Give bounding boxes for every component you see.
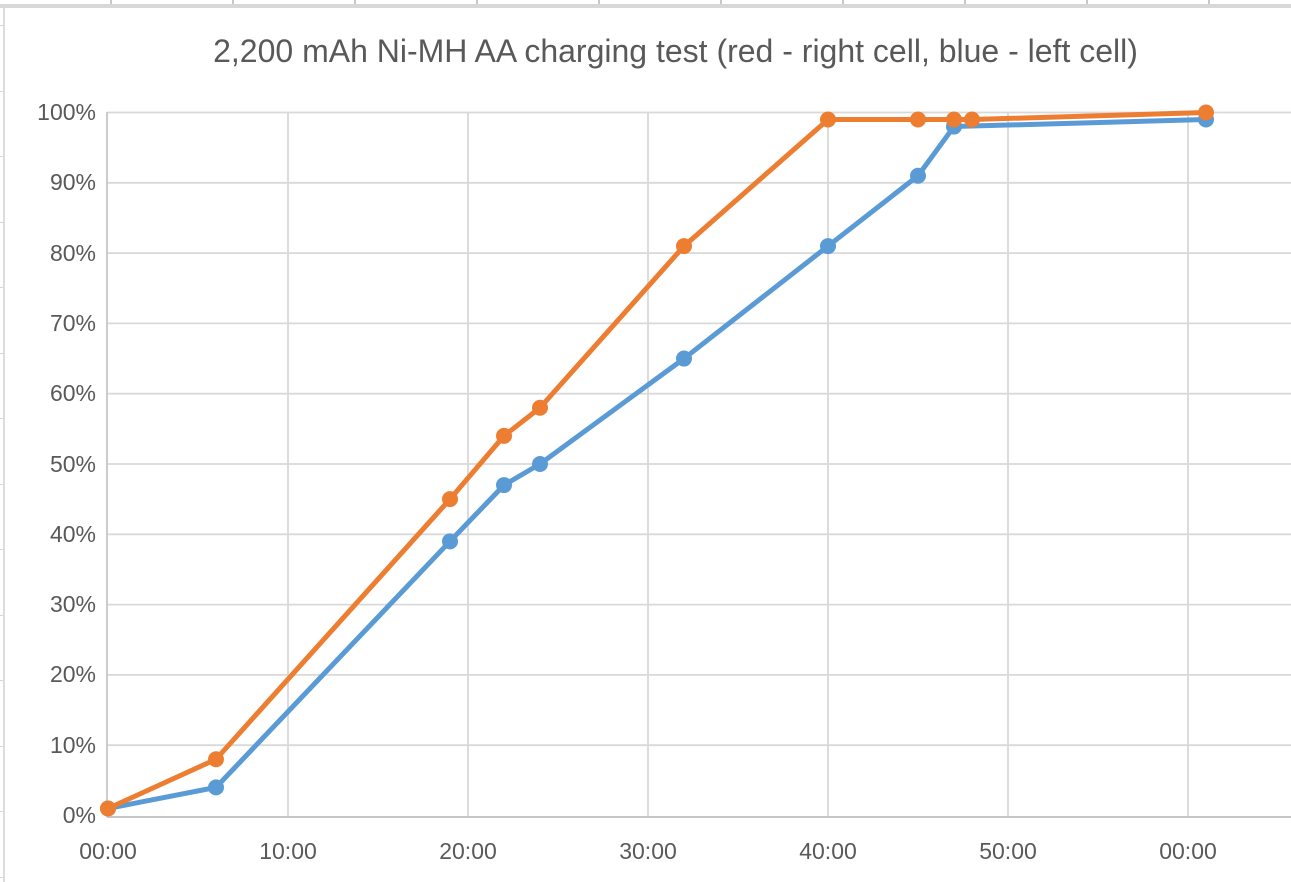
y-tick-label: 70%: [49, 309, 96, 336]
data-point-marker: [442, 533, 458, 550]
data-point-marker: [820, 238, 836, 255]
x-tick-label: 00:00: [1159, 838, 1217, 864]
y-tick-label: 40%: [49, 520, 96, 547]
worksheet-row-border: [0, 877, 3, 878]
worksheet-column-border: [476, 0, 478, 5]
data-point-marker: [946, 111, 962, 128]
x-tick-label: 00:00: [79, 838, 137, 864]
worksheet-column-border: [964, 0, 966, 5]
x-tick-label: 30:00: [619, 838, 677, 864]
worksheet-row-border: [0, 353, 3, 354]
worksheet-row-border: [0, 156, 3, 157]
worksheet-row-border: [0, 615, 3, 616]
y-tick-label: 20%: [49, 661, 96, 688]
worksheet-column-border: [232, 0, 234, 5]
data-point-marker: [532, 399, 548, 416]
data-point-marker: [910, 111, 926, 128]
worksheet-column-border: [1086, 0, 1088, 5]
y-tick-label: 100%: [37, 99, 96, 125]
worksheet-column-border: [598, 0, 600, 5]
chart-title: 2,200 mAh Ni-MH AA charging test (red - …: [213, 33, 1138, 69]
data-point-marker: [208, 779, 224, 796]
worksheet-row-border: [0, 484, 3, 485]
worksheet-column-border: [110, 0, 112, 5]
data-point-marker: [496, 427, 512, 444]
x-tick-label: 20:00: [439, 838, 497, 864]
data-point-marker: [820, 111, 836, 128]
worksheet-row-border: [0, 549, 3, 550]
worksheet-row-border: [0, 680, 3, 681]
y-tick-label: 10%: [49, 731, 96, 758]
worksheet-row-border: [0, 91, 3, 92]
worksheet-row-border: [0, 25, 3, 26]
y-tick-label: 60%: [49, 380, 96, 407]
x-tick-label: 10:00: [259, 838, 317, 864]
y-tick-label: 50%: [49, 450, 96, 477]
data-point-marker: [910, 167, 926, 184]
data-point-marker: [208, 751, 224, 768]
worksheet-column-border: [1208, 0, 1210, 5]
y-tick-label: 90%: [49, 169, 96, 196]
worksheet-row-border: [0, 222, 3, 223]
series-line-orange: [105, 110, 1209, 811]
data-point-marker: [676, 350, 692, 367]
data-point-marker: [496, 477, 512, 494]
data-point-marker: [532, 456, 548, 472]
x-tick-label: 50:00: [979, 838, 1037, 864]
worksheet-column-border: [720, 0, 722, 5]
x-tick-label: 40:00: [799, 838, 857, 864]
worksheet-column-border: [842, 0, 844, 5]
series-line-blue: [105, 117, 1209, 811]
data-point-marker: [964, 111, 980, 128]
worksheet-row-border: [0, 287, 3, 288]
y-tick-label: 0%: [62, 802, 96, 828]
worksheet-row-border: [0, 418, 3, 419]
data-point-marker: [1198, 104, 1214, 121]
worksheet-column-border: [354, 0, 356, 5]
worksheet-row-border: [0, 746, 3, 747]
data-point-marker: [442, 491, 458, 508]
y-tick-label: 80%: [49, 239, 96, 266]
chart-frame-left-border: [3, 8, 5, 882]
data-point-marker: [100, 800, 116, 817]
y-tick-label: 30%: [49, 591, 96, 618]
worksheet-row-border: [0, 811, 3, 812]
data-point-marker: [676, 238, 692, 255]
chart-frame-top-border: [0, 4, 1291, 8]
